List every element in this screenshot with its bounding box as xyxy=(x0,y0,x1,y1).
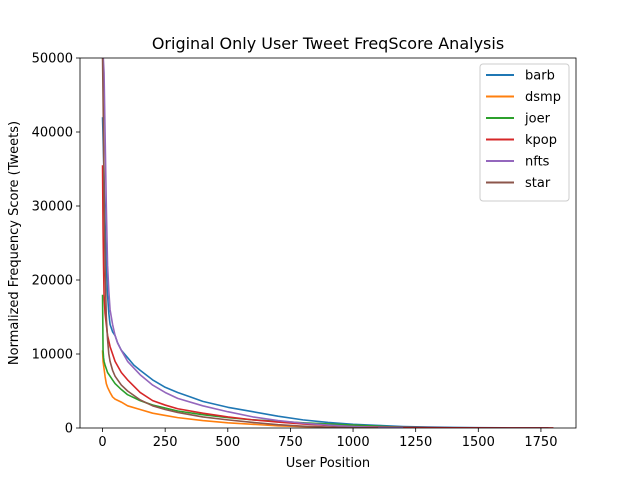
legend-box xyxy=(479,63,570,202)
y-axis-label: Normalized Frequency Score (Tweets) xyxy=(7,121,22,365)
y-tick-label: 0 xyxy=(65,422,73,437)
y-tick-label: 40000 xyxy=(32,126,73,141)
y-tick-label: 50000 xyxy=(32,52,73,67)
chart-title: Original Only User Tweet FreqScore Analy… xyxy=(152,34,504,53)
legend: barb dsmp joer kpop nfts star xyxy=(479,63,570,202)
legend-label-kpop: kpop xyxy=(525,133,557,148)
x-tick-label: 250 xyxy=(153,435,178,450)
y-tick-label: 20000 xyxy=(32,274,73,289)
legend-label-star: star xyxy=(525,176,551,191)
x-tick-label: 1250 xyxy=(399,435,432,450)
legend-label-dsmp: dsmp xyxy=(525,90,561,105)
series-layer xyxy=(101,58,554,428)
legend-label-nfts: nfts xyxy=(525,155,550,170)
x-tick-label: 750 xyxy=(278,435,303,450)
series-line-nfts xyxy=(102,58,404,428)
legend-label-barb: barb xyxy=(525,69,555,84)
plot-frame xyxy=(79,57,577,429)
series-line-star xyxy=(101,58,379,428)
x-axis-label: User Position xyxy=(286,456,370,471)
y-axis: 0 10000 20000 30000 40000 50000 xyxy=(32,52,80,437)
x-tick-label: 500 xyxy=(215,435,240,450)
x-tick-label: 1500 xyxy=(462,435,495,450)
legend-label-joer: joer xyxy=(524,112,551,127)
series-line-joer xyxy=(101,294,429,428)
y-tick-label: 30000 xyxy=(32,200,73,215)
x-tick-label: 1000 xyxy=(337,435,370,450)
x-tick-label: 1750 xyxy=(524,435,557,450)
x-axis: 0 250 500 750 1000 1250 1500 1750 xyxy=(98,428,557,450)
x-tick-label: 0 xyxy=(98,435,106,450)
y-tick-label: 10000 xyxy=(32,348,73,363)
